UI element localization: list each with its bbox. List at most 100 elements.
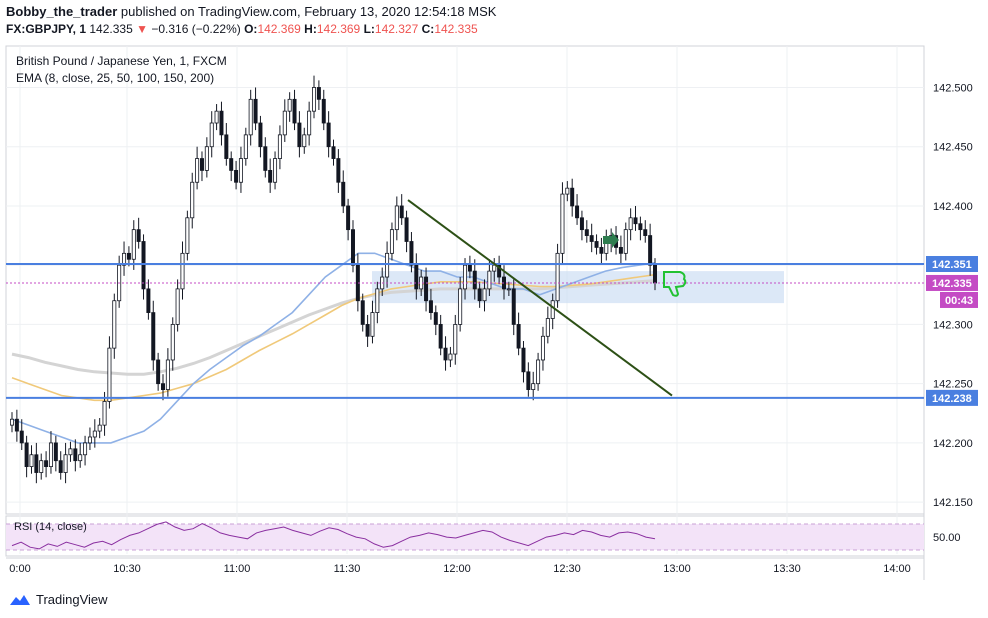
level-tag-label: 142.351 <box>932 259 972 271</box>
candle-up <box>209 122 214 148</box>
price-tick-label: 142.250 <box>933 379 973 391</box>
candle-down <box>438 324 443 349</box>
candle-up <box>375 288 380 313</box>
candle-up <box>68 448 73 456</box>
candle-up <box>307 110 312 136</box>
candles <box>9 75 658 484</box>
rsi-legend[interactable]: RSI (14, close) <box>14 521 87 533</box>
tradingview-cloud-icon <box>10 594 30 605</box>
rsi-band <box>6 524 924 550</box>
level-tag <box>926 256 978 273</box>
candle-down <box>253 98 258 124</box>
candle-down <box>350 229 355 266</box>
candle-up <box>243 134 248 159</box>
candle-up <box>389 229 394 254</box>
candle-down <box>575 205 580 219</box>
candle-up <box>453 324 458 355</box>
high-label: H: <box>304 22 317 36</box>
candle-down <box>24 442 29 468</box>
candle-up <box>165 359 170 390</box>
candle-up <box>458 288 463 325</box>
candle-up <box>180 252 185 290</box>
countdown-label: 00:43 <box>945 295 973 307</box>
candle-up <box>185 217 190 254</box>
candle-down <box>589 235 594 242</box>
candle-down <box>126 252 131 260</box>
candle-up <box>102 401 107 426</box>
candle-down <box>579 217 584 231</box>
candle-up <box>545 318 550 337</box>
candle-down <box>443 347 448 361</box>
candle-down <box>633 217 638 225</box>
price-change: −0.316 (−0.22%) <box>151 22 241 36</box>
candle-up <box>550 300 555 319</box>
candle-down <box>648 235 653 266</box>
candle-up <box>555 252 560 302</box>
candle-down <box>360 300 365 325</box>
candle-down <box>497 264 502 278</box>
candle-down <box>234 170 239 183</box>
candle-down <box>316 87 321 100</box>
candle-up <box>48 442 53 468</box>
rsi-line <box>11 521 656 550</box>
publish-info: Bobby_the_trader published on TradingVie… <box>6 4 496 19</box>
candle-up <box>302 134 307 148</box>
candle-down <box>136 229 141 242</box>
candle-down <box>511 288 516 325</box>
candle-down <box>584 229 589 236</box>
time-tick-label: 12:30 <box>553 563 581 575</box>
candle-down <box>292 98 297 124</box>
ema-orange-line <box>11 273 656 402</box>
time-tick-label: 13:00 <box>663 563 691 575</box>
candle-up <box>287 98 292 112</box>
candle-up <box>170 324 175 361</box>
candle-down <box>653 264 658 284</box>
candle-down <box>467 264 472 272</box>
candle-up <box>463 264 468 290</box>
candle-up <box>482 288 487 302</box>
candle-up <box>370 312 375 337</box>
candle-up <box>63 454 68 473</box>
candle-up <box>248 98 253 136</box>
candle-down <box>229 158 234 171</box>
candle-up <box>312 87 317 112</box>
candle-up <box>87 436 92 444</box>
candle-down <box>44 460 49 468</box>
candle-down <box>618 247 623 254</box>
candle-down <box>141 241 146 290</box>
candle-down <box>53 442 58 462</box>
candle-down <box>414 264 419 290</box>
candle-up <box>195 158 200 183</box>
close-label: C: <box>421 22 435 36</box>
series-title[interactable]: British Pound / Japanese Yen, 1, FXCM <box>16 54 227 68</box>
candle-up <box>628 217 633 231</box>
candle-down <box>336 158 341 183</box>
candle-down <box>404 217 409 242</box>
candle-up <box>29 454 34 468</box>
candle-up <box>448 353 453 361</box>
candle-down <box>258 122 263 148</box>
candle-up <box>565 187 570 195</box>
candle-down <box>638 223 643 231</box>
time-tick-label: 13:30 <box>773 563 801 575</box>
candle-down <box>19 430 24 444</box>
tradingview-logo[interactable]: TradingView <box>8 592 108 607</box>
candle-down <box>521 347 526 373</box>
high-value: 142.369 <box>316 22 361 36</box>
ema-gray-line <box>11 279 656 376</box>
candle-down <box>73 448 78 462</box>
low-label: L: <box>363 22 375 36</box>
candle-up <box>214 110 219 124</box>
candle-down <box>516 324 521 349</box>
candle-up <box>277 134 282 159</box>
ema-legend[interactable]: EMA (8, close, 25, 50, 100, 150, 200) <box>16 71 215 85</box>
level-tag-label: 142.238 <box>932 393 972 405</box>
candle-up <box>92 430 97 438</box>
rsi-tick-label: 50.00 <box>933 532 961 544</box>
candle-down <box>34 454 39 473</box>
current-price-tag <box>926 274 978 291</box>
candle-down <box>365 324 370 337</box>
close-value: 142.335 <box>434 22 478 36</box>
candle-down <box>526 371 531 390</box>
